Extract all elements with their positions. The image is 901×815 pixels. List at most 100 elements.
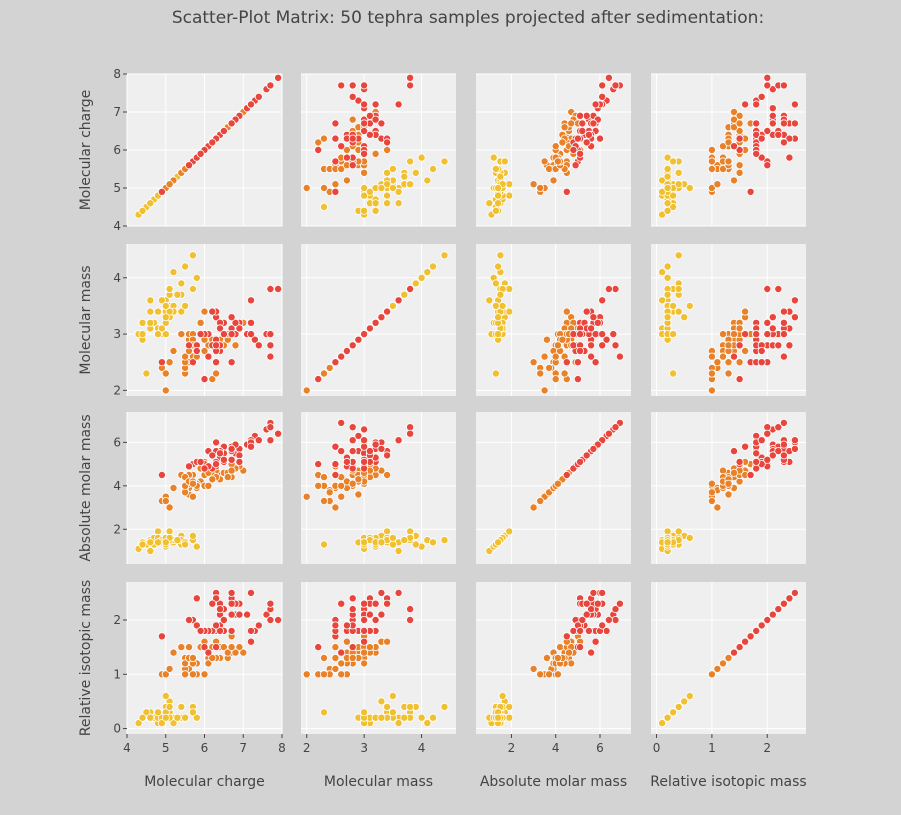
data-point-group-1 bbox=[169, 719, 178, 728]
data-point-group-1 bbox=[383, 199, 392, 208]
data-point-group-3 bbox=[598, 81, 607, 90]
data-point-group-3 bbox=[587, 648, 596, 657]
data-point-group-1 bbox=[146, 318, 155, 327]
data-point-group-1 bbox=[674, 180, 683, 189]
panel-mm-vs-mm bbox=[301, 244, 456, 396]
data-point-group-3 bbox=[314, 643, 323, 652]
data-point-group-1 bbox=[157, 719, 166, 728]
data-point-group-3 bbox=[604, 73, 613, 82]
data-point-group-3 bbox=[348, 134, 357, 143]
data-point-group-1 bbox=[165, 284, 174, 293]
y-tick-label: 4 bbox=[113, 271, 121, 285]
data-point-group-3 bbox=[730, 447, 739, 456]
data-point-group-3 bbox=[735, 145, 744, 154]
data-point-group-2 bbox=[553, 654, 562, 663]
data-point-group-1 bbox=[674, 527, 683, 536]
data-point-group-3 bbox=[227, 610, 236, 619]
data-point-group-3 bbox=[331, 119, 340, 128]
data-point-group-3 bbox=[790, 444, 799, 453]
panel-mm-vs-ri bbox=[651, 244, 806, 396]
data-point-group-3 bbox=[274, 73, 283, 82]
data-point-group-3 bbox=[406, 616, 415, 625]
data-point-group-2 bbox=[337, 481, 346, 490]
data-point-group-3 bbox=[243, 610, 252, 619]
y-tick-label: 3 bbox=[113, 327, 121, 341]
data-point-group-2 bbox=[319, 654, 328, 663]
data-point-group-3 bbox=[354, 96, 363, 105]
data-point-group-1 bbox=[498, 301, 507, 310]
data-point-group-2 bbox=[331, 503, 340, 512]
data-point-group-2 bbox=[730, 108, 739, 117]
data-point-group-3 bbox=[377, 313, 386, 322]
data-point-group-3 bbox=[235, 610, 244, 619]
data-point-group-3 bbox=[227, 313, 236, 322]
data-point-group-1 bbox=[491, 301, 500, 310]
data-point-group-2 bbox=[553, 341, 562, 350]
data-point-group-1 bbox=[505, 713, 514, 722]
data-point-group-2 bbox=[707, 145, 716, 154]
data-point-group-3 bbox=[757, 92, 766, 101]
data-point-group-3 bbox=[779, 418, 788, 427]
data-point-group-3 bbox=[576, 643, 585, 652]
data-point-group-3 bbox=[779, 599, 788, 608]
panel-mm-vs-mc bbox=[126, 244, 283, 396]
data-point-group-1 bbox=[377, 538, 386, 547]
data-point-group-1 bbox=[146, 547, 155, 556]
data-point-group-2 bbox=[540, 386, 549, 395]
data-point-group-2 bbox=[724, 479, 733, 488]
data-point-group-1 bbox=[319, 540, 328, 549]
data-point-group-3 bbox=[746, 632, 755, 641]
data-point-group-3 bbox=[360, 425, 369, 434]
data-point-group-3 bbox=[785, 153, 794, 162]
panel-ri-vs-mc bbox=[126, 582, 283, 734]
data-point-group-2 bbox=[730, 176, 739, 185]
data-point-group-3 bbox=[246, 588, 255, 597]
data-point-group-2 bbox=[227, 466, 236, 475]
data-point-group-3 bbox=[348, 594, 357, 603]
data-point-group-1 bbox=[371, 206, 380, 215]
data-point-group-2 bbox=[383, 637, 392, 646]
data-point-group-3 bbox=[394, 436, 403, 445]
panel-mc-vs-mc bbox=[126, 73, 283, 227]
data-point-group-3 bbox=[562, 358, 571, 367]
data-point-group-3 bbox=[331, 442, 340, 451]
data-point-group-1 bbox=[658, 176, 667, 185]
data-point-group-1 bbox=[192, 273, 201, 282]
data-point-group-2 bbox=[181, 659, 190, 668]
data-point-group-2 bbox=[560, 123, 569, 132]
data-point-group-2 bbox=[707, 369, 716, 378]
data-point-group-3 bbox=[184, 616, 193, 625]
data-point-group-3 bbox=[337, 81, 346, 90]
data-point-group-3 bbox=[573, 358, 582, 367]
x-tick-label: 7 bbox=[239, 741, 247, 755]
data-point-group-2 bbox=[319, 496, 328, 505]
data-point-group-3 bbox=[227, 330, 236, 339]
data-point-group-3 bbox=[576, 111, 585, 120]
data-point-group-2 bbox=[169, 483, 178, 492]
data-point-group-3 bbox=[192, 594, 201, 603]
panel-ri-vs-am bbox=[476, 582, 631, 734]
data-point-group-3 bbox=[584, 130, 593, 139]
data-point-group-3 bbox=[774, 423, 783, 432]
data-point-group-3 bbox=[227, 626, 236, 635]
data-point-group-1 bbox=[674, 168, 683, 177]
data-point-group-2 bbox=[529, 358, 538, 367]
data-point-group-1 bbox=[663, 262, 672, 271]
data-point-group-3 bbox=[360, 330, 369, 339]
data-point-group-3 bbox=[383, 599, 392, 608]
data-point-group-1 bbox=[383, 702, 392, 711]
data-point-group-2 bbox=[713, 180, 722, 189]
data-point-group-1 bbox=[153, 708, 162, 717]
data-point-group-3 bbox=[354, 431, 363, 440]
data-point-group-1 bbox=[663, 290, 672, 299]
data-point-group-3 bbox=[611, 81, 620, 90]
data-point-group-3 bbox=[790, 119, 799, 128]
data-point-group-2 bbox=[553, 157, 562, 166]
data-point-group-1 bbox=[428, 538, 437, 547]
data-point-group-3 bbox=[254, 436, 263, 445]
data-point-group-3 bbox=[360, 149, 369, 158]
data-point-group-3 bbox=[582, 307, 591, 316]
data-point-group-2 bbox=[177, 330, 186, 339]
data-point-group-1 bbox=[494, 183, 503, 192]
x-tick-label: 4 bbox=[552, 741, 560, 755]
